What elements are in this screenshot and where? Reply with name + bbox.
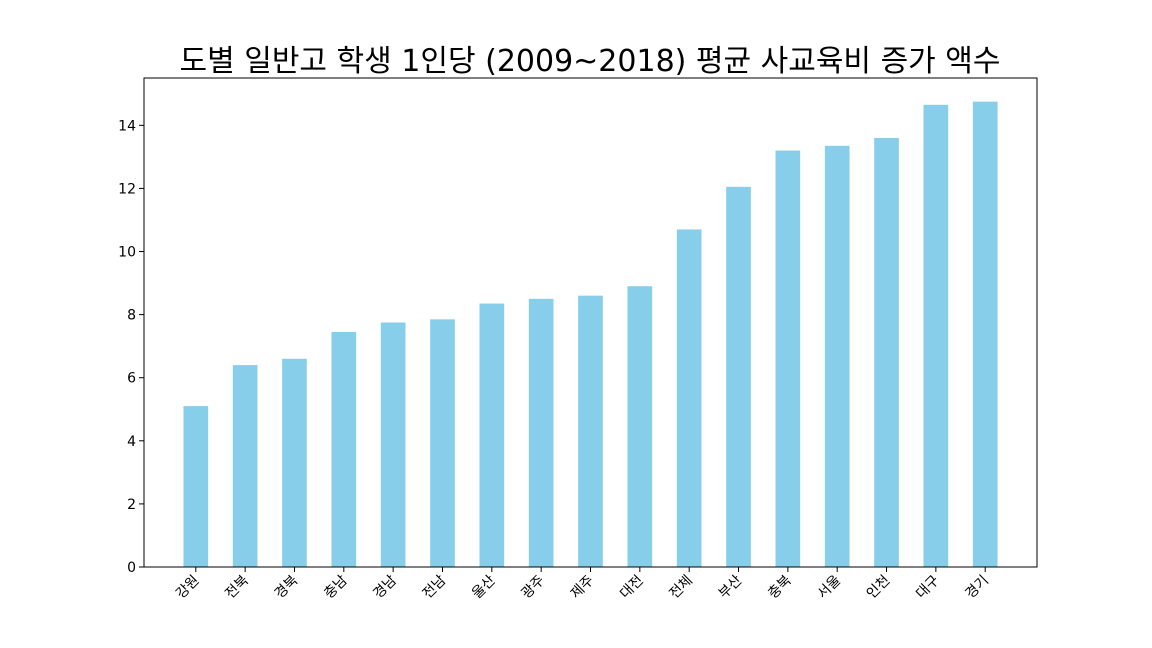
bar	[726, 186, 751, 567]
x-tick-label: 제주	[568, 572, 598, 602]
bar	[183, 406, 209, 567]
x-tick-label: 전북	[222, 572, 252, 602]
bar	[824, 145, 850, 567]
bar	[430, 319, 455, 567]
x-tick-label: 전체	[666, 573, 696, 603]
bar	[380, 322, 406, 567]
bar	[578, 295, 603, 567]
y-tick-label: 6	[127, 371, 136, 387]
bar	[282, 358, 307, 567]
y-tick-label: 2	[127, 497, 136, 513]
plot-area: 0 2 4 6 8 10 12 14 강원 전북 경북 충남 경남 전남 울산 광주 제주 대전 전체 부산 충북 서울 인…	[118, 77, 1038, 603]
x-tick-label: 강원	[173, 573, 203, 603]
y-tick-label: 4	[127, 434, 136, 450]
y-tick-label: 12	[118, 181, 136, 197]
y-tick-label: 14	[118, 118, 136, 134]
x-tick-label: 전남	[420, 572, 450, 602]
bar	[479, 303, 505, 567]
x-tick-label: 경남	[370, 572, 400, 602]
x-tick-label: 인천	[864, 573, 894, 603]
bar	[676, 229, 702, 567]
x-tick-label: 충북	[765, 572, 795, 602]
bar	[972, 101, 998, 567]
bar	[775, 150, 801, 567]
bar	[627, 286, 653, 567]
bar	[923, 104, 949, 567]
y-tick-label: 8	[127, 308, 136, 324]
bar	[528, 298, 554, 567]
x-tick-label: 대구	[913, 572, 943, 602]
x-tick-label: 서울	[814, 572, 844, 602]
x-tick-label: 광주	[518, 572, 548, 602]
x-tick-label: 경북	[272, 572, 302, 602]
bar	[874, 137, 899, 567]
bar	[232, 365, 258, 567]
chart-title: 도별 일반고 학생 1인당 (2009~2018) 평균 사교육비 증가 액수	[179, 44, 1000, 79]
x-tick-label: 충남	[321, 572, 351, 602]
y-tick-label: 0	[127, 560, 136, 576]
x-tick-label: 경기	[962, 573, 992, 603]
bar	[331, 331, 357, 567]
y-tick-label: 10	[118, 245, 136, 261]
x-tick-label: 울산	[469, 572, 499, 602]
x-tick-label: 대전	[617, 573, 647, 603]
x-tick-label: 부산	[716, 572, 746, 602]
